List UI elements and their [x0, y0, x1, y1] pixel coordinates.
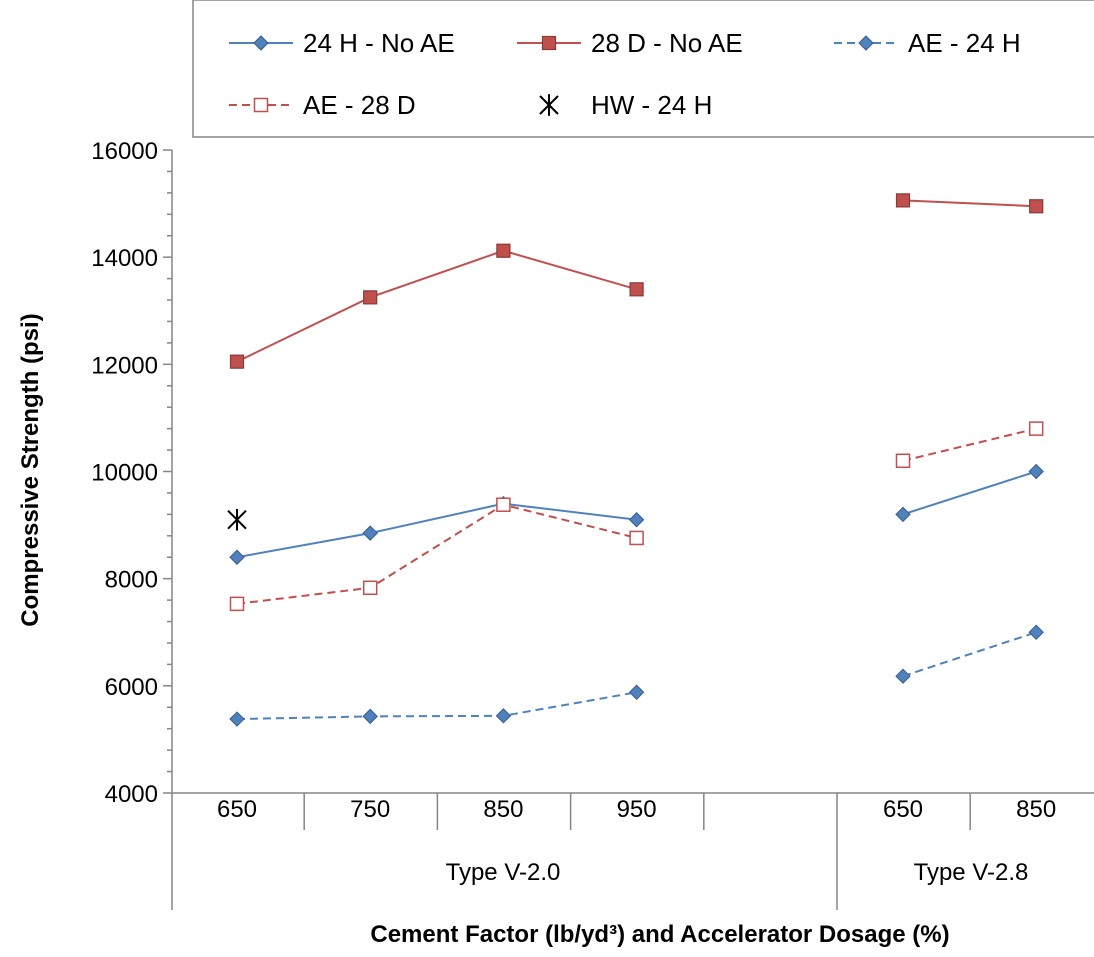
x-group-label: Type V-2.0 [446, 859, 561, 886]
legend-label: HW - 24 H [591, 90, 712, 120]
legend-label: 24 H - No AE [303, 28, 455, 58]
data-point [628, 684, 645, 700]
data-point [895, 506, 911, 523]
legend-item: 24 H - No AE [229, 28, 455, 58]
x-axis-title: Cement Factor (lb/yd³) and Accelerator D… [370, 921, 949, 948]
data-point [895, 668, 911, 684]
data-point [496, 497, 511, 512]
series-line [236, 249, 637, 363]
series-line [902, 470, 1037, 516]
legend-item: AE - 24 H [834, 28, 1021, 58]
data-point [629, 530, 644, 546]
data-point [629, 282, 644, 297]
data-point [895, 193, 911, 208]
series-line [902, 199, 1037, 208]
data-point [496, 243, 511, 258]
x-tick-label: 650 [883, 796, 923, 823]
y-tick-label: 8000 [105, 567, 158, 594]
y-axis-title: Compressive Strength (psi) [17, 313, 44, 626]
x-group-label: Type V-2.8 [914, 859, 1029, 886]
legend-marker [253, 35, 269, 51]
legend-label: AE - 24 H [908, 28, 1021, 58]
data-point [362, 580, 378, 596]
x-tick-label: 850 [483, 796, 523, 823]
y-tick-label: 16000 [91, 138, 158, 165]
y-tick-label: 6000 [105, 674, 158, 701]
axes [163, 149, 1094, 910]
legend-item: HW - 24 H [539, 90, 712, 120]
data-point [1028, 463, 1044, 480]
legend-item: 28 D - No AE [517, 28, 743, 58]
data-point [363, 290, 378, 305]
data-point [229, 549, 245, 565]
data-point [1028, 624, 1044, 640]
data-point [229, 711, 245, 727]
data-point [229, 354, 245, 369]
y-tick-label: 4000 [105, 781, 158, 808]
legend-label: 28 D - No AE [591, 28, 743, 58]
series [227, 508, 247, 531]
x-tick-label: 750 [350, 796, 390, 823]
legend-marker [539, 94, 559, 116]
series-line [902, 427, 1037, 462]
data-point [362, 708, 378, 725]
series-line [236, 503, 637, 605]
y-tick-label: 12000 [91, 352, 158, 379]
series [229, 193, 1044, 369]
y-tick-label: 10000 [91, 460, 158, 487]
legend: 24 H - No AE 28 D - No AE AE - 24 H AE - 28… [192, 0, 1094, 138]
series [229, 463, 1044, 565]
legend-marker [541, 35, 557, 51]
legend-item: AE - 28 D [229, 90, 416, 120]
series [229, 421, 1044, 612]
series-line [236, 691, 637, 721]
data-point [628, 512, 645, 528]
y-tick-labels: 4000 6000 8000 10000 12000 14000 16000 [91, 138, 158, 808]
x-tick-labels: 650 750 850 950 650 850 Type V-2.0 Type V-2.8 [217, 796, 1056, 886]
x-tick-label: 850 [1016, 796, 1056, 823]
legend-label: AE - 28 D [303, 90, 416, 120]
legend-marker [253, 97, 269, 113]
x-tick-label: 950 [617, 796, 657, 823]
data-point [495, 708, 512, 724]
data-point [1028, 421, 1044, 436]
legend-marker [858, 35, 874, 51]
data-point [1029, 199, 1044, 214]
data-point [229, 596, 245, 612]
series-line [236, 502, 637, 559]
data-point [895, 453, 911, 469]
data-point [227, 508, 247, 531]
y-tick-label: 14000 [91, 245, 158, 272]
x-tick-label: 650 [217, 796, 257, 823]
series-layer [227, 193, 1044, 727]
series-line [902, 631, 1037, 678]
series [229, 624, 1044, 727]
data-point [362, 525, 378, 541]
legend-box [192, 0, 1094, 138]
